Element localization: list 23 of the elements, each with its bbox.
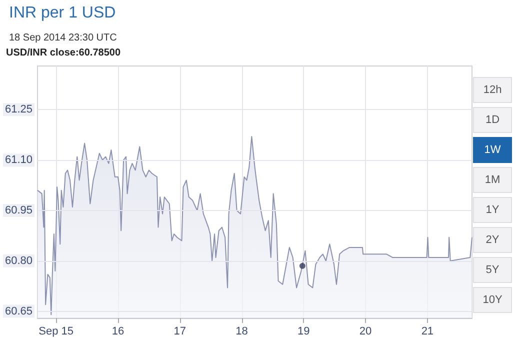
text: 10Y (482, 294, 503, 306)
y-tick-label: 61.25 (4, 104, 33, 116)
text: 2Y (486, 234, 500, 246)
text: 1Y (486, 204, 500, 216)
y-tick-label: 60.80 (4, 254, 33, 267)
x-tick-label: Sep 15 (38, 326, 74, 338)
text: 5Y (486, 264, 500, 276)
text: 12h (483, 84, 502, 96)
y-tick-label: 60.95 (4, 204, 33, 216)
text: 1M (484, 174, 500, 186)
chart-subtitle: 18 Sep 2014 23:30 UTC (9, 32, 117, 44)
x-tick-label: 21 (421, 326, 434, 338)
x-tick-label: 20 (359, 326, 372, 338)
x-tick-label: 17 (174, 326, 186, 338)
y-tick-label: 60.65 (4, 305, 33, 318)
y-tick-label: 61.10 (4, 154, 33, 166)
chart-title: INR per 1 USD (9, 4, 116, 22)
x-tick-label: 16 (112, 326, 124, 338)
text: 1W (484, 144, 502, 156)
x-tick-label: 19 (298, 326, 310, 338)
x-tick-label: 18 (236, 326, 248, 338)
text: USD/INR close:60.78500 (6, 48, 121, 58)
text: 1D (485, 114, 500, 126)
